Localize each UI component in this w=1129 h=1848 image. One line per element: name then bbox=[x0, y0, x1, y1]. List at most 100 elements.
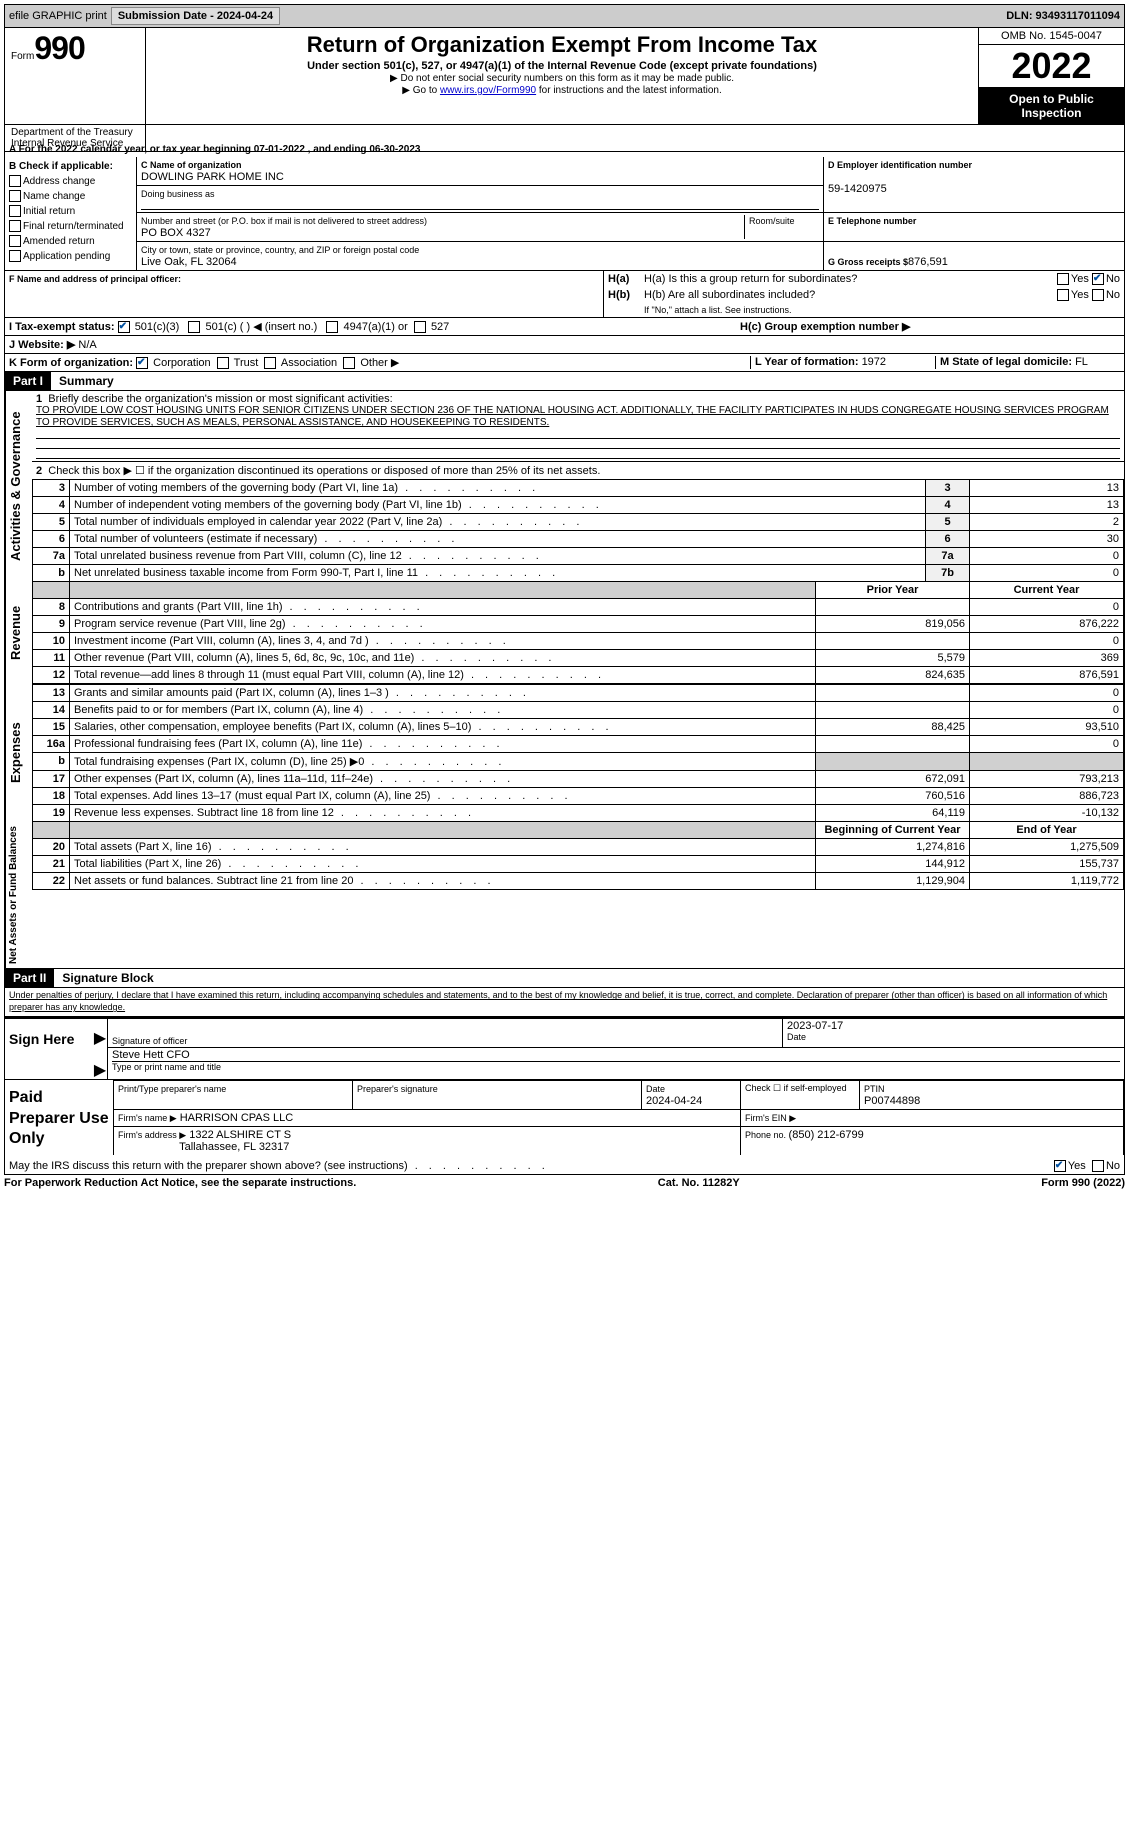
ha-text: H(a) Is this a group return for subordin… bbox=[644, 273, 1057, 285]
table-row: 17Other expenses (Part IX, column (A), l… bbox=[33, 771, 1124, 788]
form-word: Form bbox=[11, 51, 34, 62]
part1-net-wrap: Net Assets or Fund Balances Beginning of… bbox=[4, 822, 1125, 969]
org-name: DOWLING PARK HOME INC bbox=[141, 171, 284, 183]
table-row: 18Total expenses. Add lines 13–17 (must … bbox=[33, 788, 1124, 805]
signature-block: Sign Here ▶▶ Signature of officer 2023-0… bbox=[4, 1017, 1125, 1175]
cb-501c3[interactable] bbox=[118, 321, 130, 333]
cb-final-return[interactable] bbox=[9, 220, 21, 232]
ptin: P00744898 bbox=[864, 1095, 920, 1107]
table-row: 20Total assets (Part X, line 16)1,274,81… bbox=[33, 839, 1124, 856]
firm-phone: (850) 212-6799 bbox=[789, 1129, 864, 1141]
gross-receipts-cell: G Gross receipts $876,591 bbox=[824, 242, 1124, 270]
table-row: 10Investment income (Part VIII, column (… bbox=[33, 633, 1124, 650]
title-cell: Return of Organization Exempt From Incom… bbox=[146, 28, 978, 124]
table-row: 14Benefits paid to or for members (Part … bbox=[33, 702, 1124, 719]
ein: 59-1420975 bbox=[828, 183, 887, 195]
table-row: 11Other revenue (Part VIII, column (A), … bbox=[33, 650, 1124, 667]
form-number-cell: Form990 bbox=[5, 28, 146, 124]
section-b-checklist: B Check if applicable: Address change Na… bbox=[5, 157, 137, 270]
table-row: 15Salaries, other compensation, employee… bbox=[33, 719, 1124, 736]
cb-trust[interactable] bbox=[217, 357, 229, 369]
cb-501c[interactable] bbox=[188, 321, 200, 333]
tax-year: 2022 bbox=[979, 45, 1124, 88]
dba-cell: Doing business as bbox=[137, 186, 824, 213]
note-ssn: ▶ Do not enter social security numbers o… bbox=[150, 73, 974, 84]
rev-table: Prior YearCurrent Year 8Contributions an… bbox=[32, 582, 1124, 684]
city-cell: City or town, state or province, country… bbox=[137, 242, 824, 270]
city: Live Oak, FL 32064 bbox=[141, 256, 237, 268]
paid-preparer-label: Paid Preparer Use Only bbox=[5, 1080, 113, 1158]
cat-no: Cat. No. 11282Y bbox=[658, 1177, 740, 1189]
part1-header-row: Part I Summary bbox=[4, 372, 1125, 391]
part2-badge: Part II bbox=[5, 969, 54, 987]
cb-ha-yes[interactable] bbox=[1057, 273, 1069, 285]
officer-name: Steve Hett CFO bbox=[112, 1049, 1120, 1062]
tab-expenses: Expenses bbox=[5, 684, 32, 822]
section-a-line: A For the 2022 calendar year, or tax yea… bbox=[4, 142, 1125, 157]
cb-4947[interactable] bbox=[326, 321, 338, 333]
gross-receipts: 876,591 bbox=[908, 256, 948, 268]
table-row: 8Contributions and grants (Part VIII, li… bbox=[33, 599, 1124, 616]
ha-row: H(a) H(a) Is this a group return for sub… bbox=[604, 271, 1124, 287]
cb-initial-return[interactable] bbox=[9, 205, 21, 217]
gov-table: 3Number of voting members of the governi… bbox=[32, 479, 1124, 582]
table-row: 9Program service revenue (Part VIII, lin… bbox=[33, 616, 1124, 633]
note2-post: for instructions and the latest informat… bbox=[536, 85, 722, 96]
cb-discuss-yes[interactable] bbox=[1054, 1160, 1066, 1172]
part1-badge: Part I bbox=[5, 372, 51, 390]
table-row: bTotal fundraising expenses (Part IX, co… bbox=[33, 753, 1124, 771]
cb-hb-yes[interactable] bbox=[1057, 289, 1069, 301]
cb-assoc[interactable] bbox=[264, 357, 276, 369]
phone-cell: E Telephone number bbox=[824, 213, 1124, 242]
footer: For Paperwork Reduction Act Notice, see … bbox=[4, 1175, 1125, 1191]
cb-other[interactable] bbox=[343, 357, 355, 369]
state-domicile: M State of legal domicile: FL bbox=[935, 356, 1120, 369]
part1-gov-wrap: Activities & Governance 1 Briefly descri… bbox=[4, 391, 1125, 582]
table-row: 6Total number of volunteers (estimate if… bbox=[33, 531, 1124, 548]
section-bcdefg: B Check if applicable: Address change Na… bbox=[4, 157, 1125, 271]
table-row: 7aTotal unrelated business revenue from … bbox=[33, 548, 1124, 565]
table-row: 22Net assets or fund balances. Subtract … bbox=[33, 873, 1124, 890]
cb-address-change[interactable] bbox=[9, 175, 21, 187]
principal-officer-cell: F Name and address of principal officer: bbox=[5, 271, 604, 317]
table-row: 3Number of voting members of the governi… bbox=[33, 480, 1124, 497]
part1-rev-wrap: Revenue Prior YearCurrent Year 8Contribu… bbox=[4, 582, 1125, 684]
sig-date: 2023-07-17 bbox=[787, 1020, 1120, 1032]
ein-cell: D Employer identification number 59-1420… bbox=[824, 157, 1124, 213]
hb-note: If "No," attach a list. See instructions… bbox=[604, 303, 1124, 317]
tab-revenue: Revenue bbox=[5, 582, 32, 684]
cb-name-change[interactable] bbox=[9, 190, 21, 202]
sign-here-label: Sign Here bbox=[5, 1019, 93, 1079]
mission-text: TO PROVIDE LOW COST HOUSING UNITS FOR SE… bbox=[36, 405, 1120, 429]
part1-exp-wrap: Expenses 13Grants and similar amounts pa… bbox=[4, 684, 1125, 822]
cb-hb-no[interactable] bbox=[1092, 289, 1104, 301]
table-row: 5Total number of individuals employed in… bbox=[33, 514, 1124, 531]
cb-discuss-no[interactable] bbox=[1092, 1160, 1104, 1172]
form990-link[interactable]: www.irs.gov/Form990 bbox=[440, 85, 536, 96]
hb-row: H(b) H(b) Are all subordinates included?… bbox=[604, 287, 1124, 303]
hc-cell: H(c) Group exemption number ▶ bbox=[740, 320, 1120, 333]
table-row: 12Total revenue—add lines 8 through 11 (… bbox=[33, 667, 1124, 684]
table-row: 21Total liabilities (Part X, line 26)144… bbox=[33, 856, 1124, 873]
note2-pre: ▶ Go to bbox=[402, 85, 440, 96]
street-cell: Number and street (or P.O. box if mail i… bbox=[137, 213, 824, 242]
efile-label: efile GRAPHIC print bbox=[9, 10, 107, 22]
tab-governance: Activities & Governance bbox=[5, 391, 32, 582]
cb-app-pending[interactable] bbox=[9, 250, 21, 262]
part2-header-row: Part II Signature Block bbox=[4, 969, 1125, 988]
omb-cell: OMB No. 1545-0047 2022 Open to PublicIns… bbox=[978, 28, 1124, 124]
exp-table: 13Grants and similar amounts paid (Part … bbox=[32, 684, 1124, 822]
table-row: 19Revenue less expenses. Subtract line 1… bbox=[33, 805, 1124, 822]
section-j: J Website: ▶ N/A bbox=[4, 336, 1125, 354]
note-link-line: ▶ Go to www.irs.gov/Form990 for instruct… bbox=[150, 85, 974, 96]
street: PO BOX 4327 bbox=[141, 227, 211, 239]
open-public-badge: Open to PublicInspection bbox=[979, 88, 1124, 124]
table-row: 4Number of independent voting members of… bbox=[33, 497, 1124, 514]
cb-ha-no[interactable] bbox=[1092, 273, 1104, 285]
cb-527[interactable] bbox=[414, 321, 426, 333]
table-row: 16aProfessional fundraising fees (Part I… bbox=[33, 736, 1124, 753]
submission-date-btn[interactable]: Submission Date - 2024-04-24 bbox=[111, 7, 280, 25]
net-table: Beginning of Current YearEnd of Year 20T… bbox=[32, 822, 1124, 890]
cb-amended[interactable] bbox=[9, 235, 21, 247]
cb-corp[interactable] bbox=[136, 357, 148, 369]
